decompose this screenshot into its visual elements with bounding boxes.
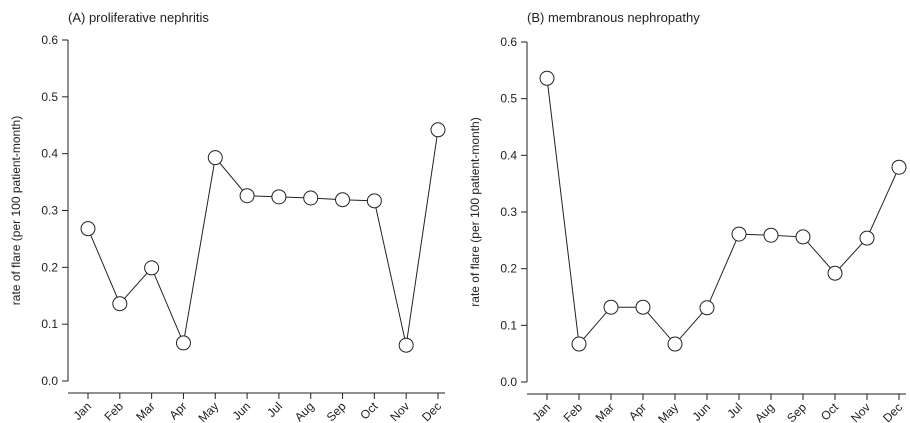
- point: [795, 229, 811, 245]
- point: [175, 335, 191, 351]
- x-tick-label: Jun: [230, 399, 254, 423]
- x-tick-label: Feb: [101, 399, 126, 423]
- x-tick-label: Dec: [419, 399, 444, 423]
- x-tick-label: Apr: [166, 399, 189, 422]
- x-tick-label: Aug: [752, 400, 777, 423]
- point: [430, 122, 446, 138]
- point: [271, 189, 287, 205]
- x-tick-label: Jun: [690, 400, 714, 423]
- point: [827, 265, 843, 281]
- chart-title: (A) proliferative nephritis: [68, 10, 209, 25]
- x-tick-label: Sep: [324, 399, 349, 423]
- x-tick-label: Jul: [264, 399, 285, 420]
- x-tick-label: Jul: [724, 400, 745, 421]
- point: [303, 190, 319, 206]
- point: [112, 296, 128, 312]
- y-tick-label: 0.6: [500, 35, 517, 49]
- x-tick-label: Nov: [848, 400, 873, 423]
- point: [731, 226, 747, 242]
- point: [366, 193, 382, 209]
- point: [635, 299, 651, 315]
- x-tick-label: Dec: [880, 400, 905, 423]
- y-tick-label: 0.1: [41, 317, 58, 331]
- y-tick-label: 0.1: [500, 318, 517, 332]
- x-tick-label: Aug: [292, 399, 317, 423]
- point: [335, 192, 351, 208]
- point: [763, 227, 779, 243]
- point: [699, 300, 715, 316]
- y-tick-label: 0.5: [41, 90, 58, 104]
- point: [667, 336, 683, 352]
- point: [80, 221, 96, 237]
- y-axis-label: rate of flare (per 100 patient-month): [468, 117, 482, 306]
- x-tick-label: Jan: [530, 400, 554, 423]
- line: [546, 78, 900, 346]
- point: [859, 230, 875, 246]
- y-tick-label: 0.2: [500, 262, 517, 276]
- chart-title: (B) membranous nephropathy: [527, 10, 700, 25]
- point: [891, 159, 907, 175]
- point: [571, 336, 587, 352]
- y-tick-label: 0.3: [500, 205, 517, 219]
- point: [603, 299, 619, 315]
- x-tick-label: May: [195, 399, 221, 423]
- y-tick-label: 0.2: [41, 260, 58, 274]
- point: [144, 260, 160, 276]
- x-tick-label: Mar: [133, 399, 158, 423]
- x-tick-label: Oct: [818, 400, 842, 423]
- y-tick-label: 0.0: [41, 374, 58, 388]
- line: [87, 129, 439, 346]
- y-axis-label: rate of flare (per 100 patient-month): [9, 116, 23, 305]
- point: [398, 337, 414, 353]
- x-tick-label: Sep: [784, 400, 809, 423]
- y-tick-label: 0.4: [500, 148, 517, 162]
- x-tick-label: May: [655, 400, 681, 423]
- y-tick-label: 0.0: [500, 375, 517, 389]
- y-tick-label: 0.5: [500, 92, 517, 106]
- point: [239, 188, 255, 204]
- y-tick-label: 0.3: [41, 204, 58, 218]
- x-tick-label: Mar: [593, 400, 618, 423]
- x-tick-label: Apr: [626, 400, 649, 423]
- y-tick-label: 0.6: [41, 33, 58, 47]
- x-tick-label: Jan: [71, 399, 95, 423]
- point: [207, 150, 223, 166]
- x-tick-label: Feb: [561, 400, 586, 423]
- x-tick-label: Nov: [387, 399, 412, 423]
- y-tick-label: 0.4: [41, 147, 58, 161]
- x-tick-label: Oct: [357, 399, 381, 423]
- point: [539, 70, 555, 86]
